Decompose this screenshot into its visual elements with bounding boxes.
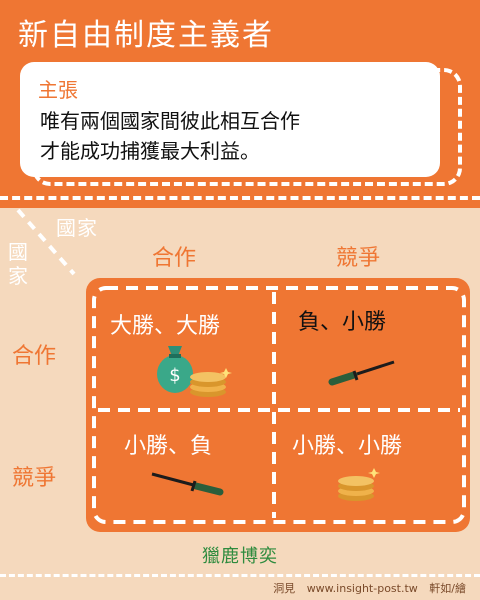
footer-separator <box>0 574 480 577</box>
header-separator <box>0 196 480 200</box>
row-label-cooperate: 合作 <box>12 344 57 369</box>
cell-compete-coop: 小勝、負 <box>124 434 213 459</box>
footer: 洞見 www.insight-post.tw 軒如/繪 <box>265 580 466 596</box>
cell-coop-coop: 大勝、大勝 <box>110 314 221 339</box>
coin-stack-icon <box>190 368 232 397</box>
axis-label-left: 國家 <box>8 240 28 288</box>
cell-coop-compete: 負、小勝 <box>298 310 387 335</box>
claim-line-1: 唯有兩個國家間彼此相互合作 <box>40 109 300 133</box>
cell-compete-compete: 小勝、小勝 <box>292 434 403 459</box>
payoff-matrix: $ 大勝、大勝 負、小勝 <box>86 278 470 532</box>
footer-source: 洞見 <box>273 582 296 595</box>
column-label-compete: 競爭 <box>336 246 381 271</box>
claim-line-2: 才能成功捕獲最大利益。 <box>40 139 260 163</box>
page-title: 新自由制度主義者 <box>18 18 274 53</box>
claim-text: 唯有兩個國家間彼此相互合作 才能成功捕獲最大利益。 <box>40 106 420 166</box>
diagonal-divider <box>16 208 76 276</box>
footer-site[interactable]: www.insight-post.tw <box>306 582 418 595</box>
column-label-cooperate: 合作 <box>152 246 197 271</box>
row-label-compete: 競爭 <box>12 466 57 491</box>
axis-label-top: 國家 <box>56 216 98 240</box>
claim-dashed-border <box>32 68 462 186</box>
matrix-dashed-grid <box>92 286 466 524</box>
matrix-graphics: $ <box>92 286 466 524</box>
sword-icon <box>328 360 395 386</box>
money-bag-icon: $ <box>157 346 193 393</box>
footer-author: 軒如/繪 <box>429 582 466 595</box>
coin-stack-icon <box>338 468 380 501</box>
sword-icon <box>151 472 224 496</box>
claim-heading: 主張 <box>38 78 78 102</box>
claim-box <box>20 62 462 186</box>
svg-text:$: $ <box>169 365 180 386</box>
caption: 獵鹿博奕 <box>202 546 278 567</box>
